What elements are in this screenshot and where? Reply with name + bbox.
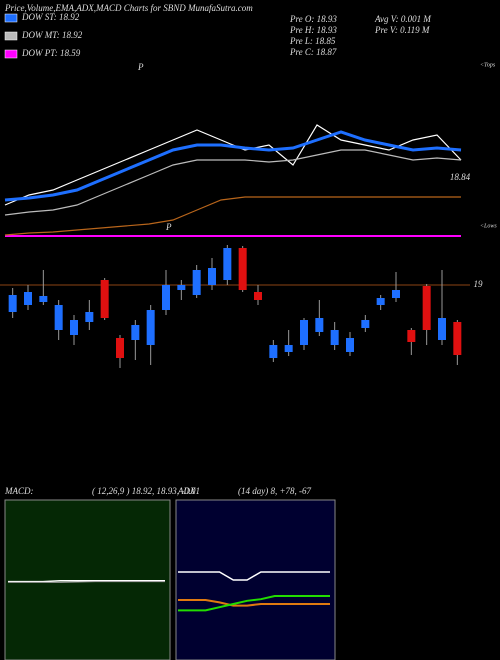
macd-panel [4,499,171,660]
candle-body [438,318,446,340]
candle-body [146,310,155,345]
candle-body [8,295,17,312]
annotation: P [165,222,172,232]
candle-body [100,280,109,318]
annotation: <Tops [480,62,496,68]
candle-body [346,338,354,352]
legend-label: DOW MT: 18.92 [21,30,83,40]
candle-body [361,320,370,328]
info: Pre C: 18.87 [289,47,337,57]
series-line [178,599,330,607]
adx-subtitle: (14 day) 8, +78, -67 [238,486,312,496]
series-line [4,149,462,216]
candle-body [223,248,232,280]
chart-title: Price,Volume,EMA,ADX,MACD Charts for SBN… [4,3,253,13]
candle-body [162,285,170,310]
candle-body [407,330,416,342]
macd-subtitle: ( 12,26,9 ) 18.92, 18.93, -0.01 [92,486,200,496]
adx-title: ADX [177,486,196,496]
candle-body [131,325,140,340]
macd-title: MACD: [4,486,34,496]
series-line [8,580,165,583]
candle-body [238,248,247,290]
candle-body [85,312,94,322]
info: Avg V: 0.001 M [374,14,431,24]
legend-label: DOW PT: 18.59 [21,48,81,58]
info: Pre H: 18.93 [289,25,337,35]
candle-body [284,345,293,352]
candle-body [300,320,308,345]
adx-panel [175,499,336,660]
candle-body [330,330,339,345]
info: Pre V: 0.119 M [374,25,430,35]
series-line [4,130,462,202]
candle-body [24,292,32,305]
candle-body [269,345,278,358]
candle-body [208,268,216,285]
annotation: <Lows [480,223,497,229]
legend-swatch [4,13,18,23]
candle-body [177,285,186,290]
candle-body [315,318,324,332]
y-tick-label: 18.84 [450,172,471,182]
candle-body [54,305,63,330]
candle-body [422,286,431,330]
annotation: P [137,62,144,72]
info: Pre L: 18.85 [289,36,336,46]
y-tick-label: 19 [474,279,484,289]
series-line [4,124,462,206]
candle-body [392,290,400,298]
candle-body [39,296,48,302]
candle-body [116,338,124,358]
series-line [8,581,165,583]
candle-body [192,270,201,295]
info: Pre O: 18.93 [289,14,337,24]
candle-body [254,292,262,300]
legend-swatch [4,49,18,59]
candle-body [70,320,78,335]
series-line [4,196,461,236]
candle-body [453,322,462,355]
legend-label: DOW ST: 18.92 [21,12,80,22]
series-line [178,595,330,612]
candle-body [376,298,385,305]
series-line [178,571,330,581]
legend-swatch [4,31,18,41]
